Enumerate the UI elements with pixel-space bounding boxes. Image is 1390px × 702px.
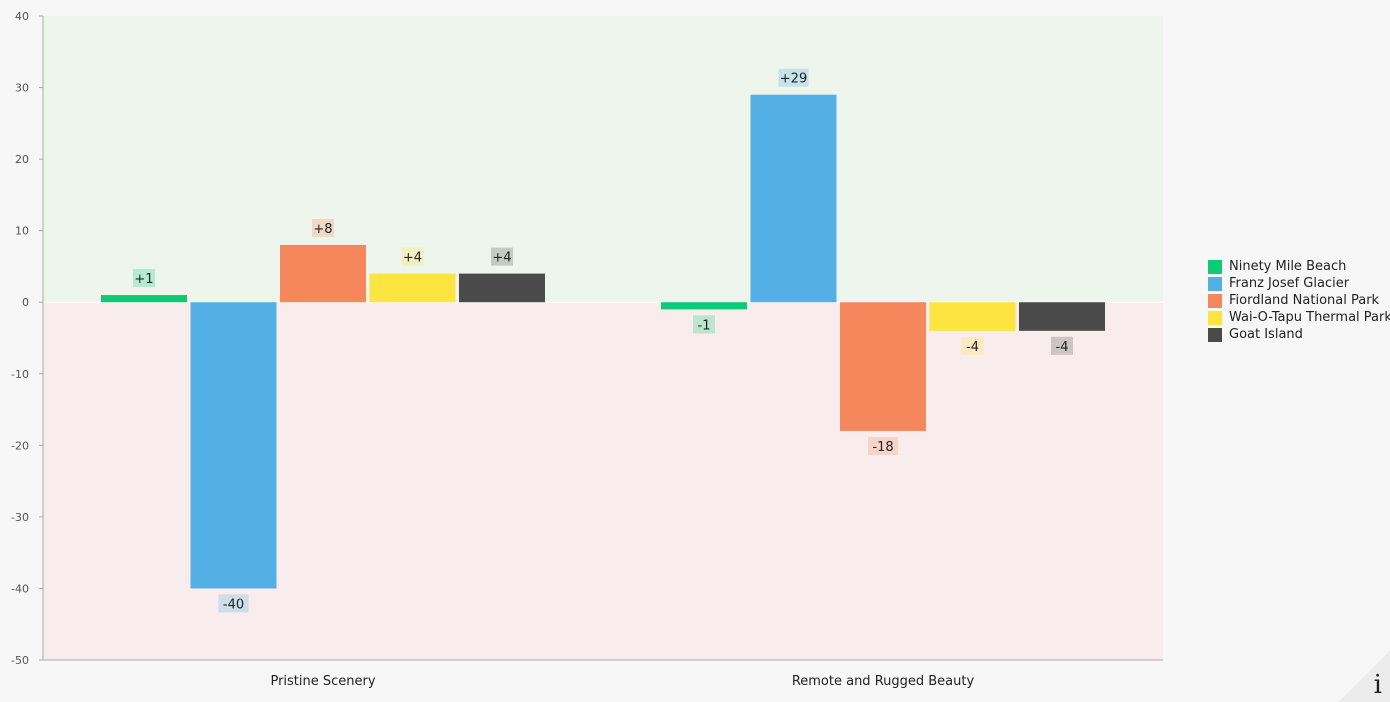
legend-item[interactable]: Ninety Mile Beach: [1208, 258, 1390, 275]
data-label: +4: [403, 251, 422, 266]
data-label: -4: [1056, 340, 1069, 355]
data-label-bg: [218, 594, 249, 613]
legend-label: Franz Josef Glacier: [1229, 276, 1350, 291]
data-label-bg: [312, 218, 334, 237]
y-tick-label: 30: [15, 82, 29, 95]
legend-label: Ninety Mile Beach: [1229, 259, 1347, 274]
y-tick-label: -50: [11, 654, 29, 667]
data-label: -18: [872, 440, 893, 455]
legend-label: Goat Island: [1229, 327, 1303, 342]
data-label: -40: [223, 597, 244, 612]
bar[interactable]: [1019, 302, 1105, 331]
y-tick-label: 0: [22, 296, 29, 309]
y-tick-label: 20: [15, 153, 29, 166]
x-category-label: Remote and Rugged Beauty: [792, 674, 975, 689]
bar[interactable]: [929, 302, 1016, 331]
legend-swatch: [1208, 293, 1222, 308]
y-tick-label: 40: [15, 10, 29, 23]
data-label: +4: [492, 251, 511, 266]
bar[interactable]: [459, 273, 545, 303]
data-label: -4: [966, 340, 979, 355]
data-label: +8: [313, 222, 332, 237]
legend-item[interactable]: Fiordland National Park: [1208, 292, 1390, 309]
data-label: -1: [698, 318, 711, 333]
data-label-bg: [1051, 336, 1073, 355]
legend-item[interactable]: Goat Island: [1208, 326, 1390, 343]
y-tick-label: 10: [15, 225, 29, 238]
bar[interactable]: [280, 244, 366, 303]
legend-swatch: [1208, 327, 1222, 342]
data-label-bg: [693, 315, 715, 334]
legend-item[interactable]: Wai-O-Tapu Thermal Park: [1208, 309, 1390, 326]
legend-swatch: [1208, 310, 1222, 325]
info-button[interactable]: i: [1338, 650, 1390, 702]
y-tick-label: -10: [11, 368, 29, 381]
legend-swatch: [1208, 276, 1222, 291]
bar[interactable]: [101, 295, 187, 303]
y-tick-label: -40: [11, 582, 29, 595]
bar[interactable]: [369, 273, 456, 303]
data-label-bg: [868, 437, 898, 456]
data-label-bg: [491, 247, 513, 266]
data-label-bg: [401, 247, 424, 266]
data-label-bg: [133, 269, 155, 288]
bar[interactable]: [750, 94, 837, 303]
legend-swatch: [1208, 259, 1222, 274]
x-category-label: Pristine Scenery: [270, 674, 375, 689]
y-tick-label: -20: [11, 439, 29, 452]
legend-item[interactable]: Franz Josef Glacier: [1208, 275, 1390, 292]
data-label: +29: [780, 72, 807, 87]
legend-label: Wai-O-Tapu Thermal Park: [1229, 310, 1390, 325]
chart-legend: Ninety Mile Beach Franz Josef Glacier Fior…: [1208, 258, 1390, 343]
bar[interactable]: [661, 302, 747, 310]
legend-label: Fiordland National Park: [1229, 293, 1380, 308]
data-label: +1: [134, 272, 153, 287]
y-tick-label: -30: [11, 511, 29, 524]
data-label-bg: [778, 68, 809, 87]
positive-region: [43, 16, 1163, 303]
data-label-bg: [961, 336, 984, 355]
info-icon[interactable]: i: [1373, 670, 1382, 700]
bar[interactable]: [190, 302, 277, 589]
bar[interactable]: [840, 302, 926, 432]
